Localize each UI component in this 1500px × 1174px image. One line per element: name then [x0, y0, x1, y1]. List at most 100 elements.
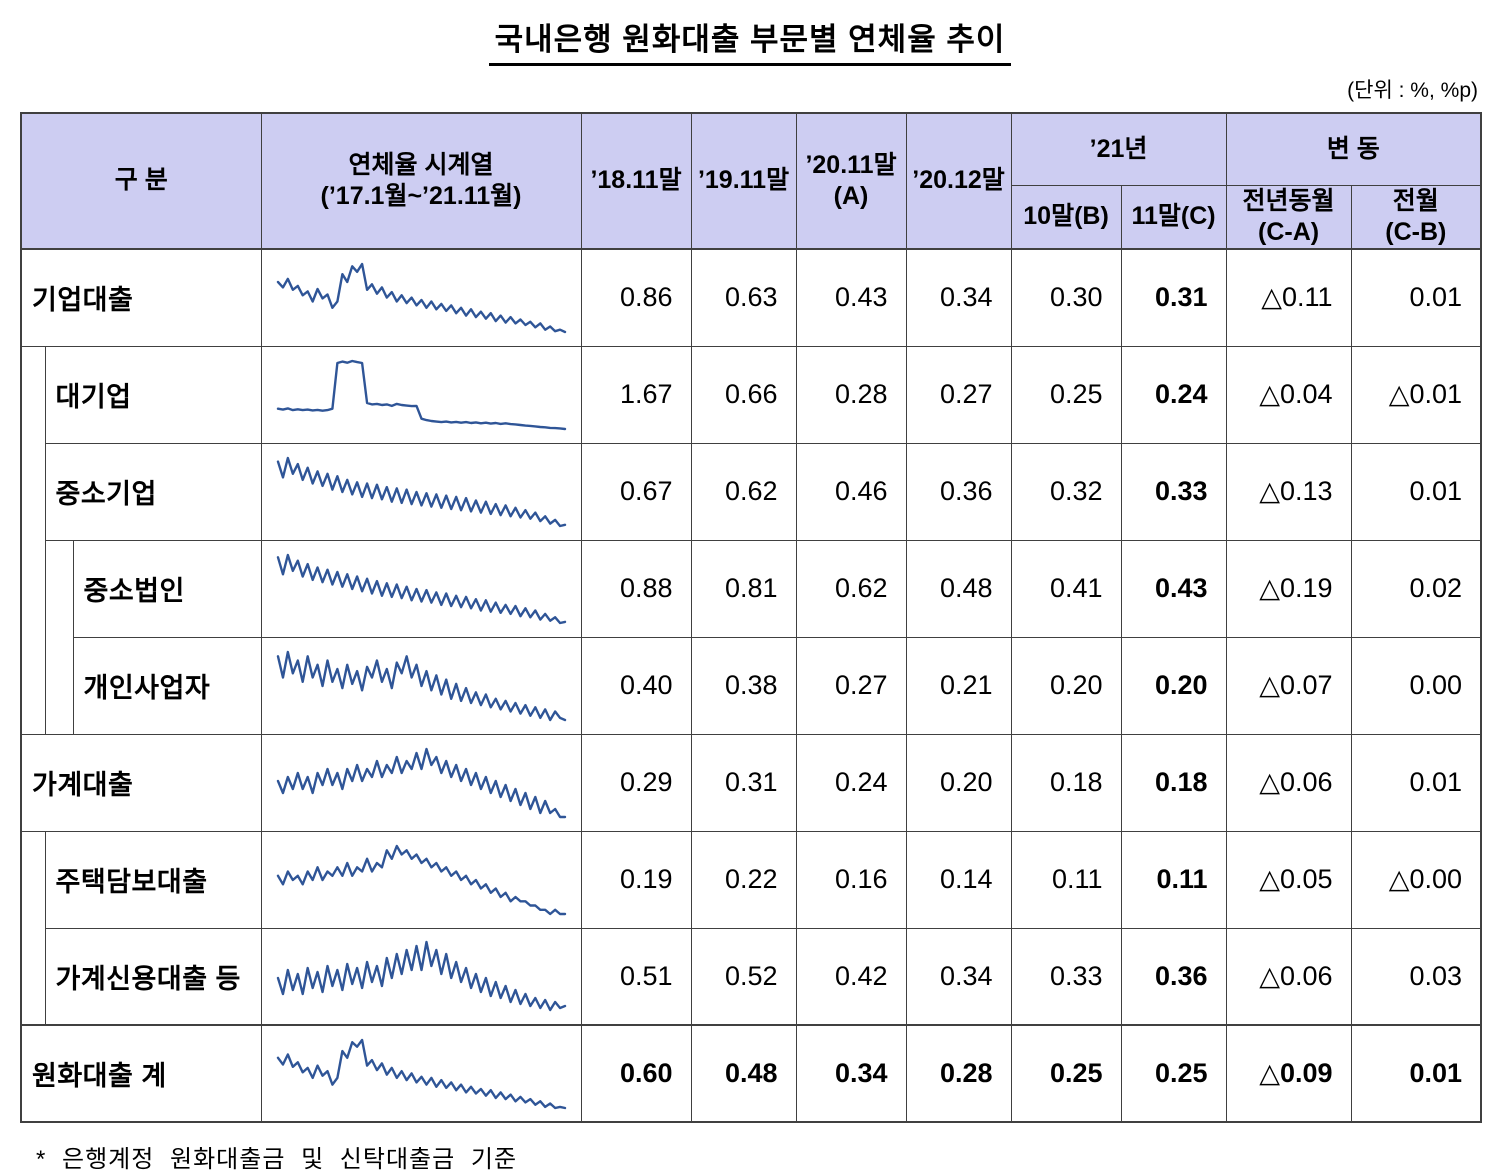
- header-col-change-yoy-sub: (C-A): [1258, 217, 1320, 246]
- header-col-1811: ’18.11말: [580, 112, 692, 250]
- table-row: 가계신용대출 등 0.51 0.52 0.42 0.34 0.33 0.36 △0.06 0.0…: [21, 927, 1482, 1026]
- value-cell: 0.01: [1350, 442, 1482, 541]
- value-cell: 0.43: [795, 248, 907, 347]
- value-cell: 0.31: [1120, 248, 1227, 347]
- header-col-2011-label: ’20.11말: [805, 150, 897, 179]
- value-cell: 0.63: [690, 248, 797, 347]
- indent-strip: [20, 345, 46, 735]
- value-cell: 0.18: [1120, 733, 1227, 832]
- row-label: 대기업: [44, 345, 262, 444]
- unit-note: (단위 : %, %p): [1347, 79, 1478, 102]
- sparkline-chart: [276, 456, 566, 527]
- row-label: 주택담보대출: [44, 830, 262, 929]
- value-cell: 0.43: [1120, 539, 1227, 638]
- value-cell: 0.11: [1120, 830, 1227, 929]
- value-cell: 0.30: [1010, 248, 1122, 347]
- value-cell: 0.46: [795, 442, 907, 541]
- value-cell: 0.01: [1350, 248, 1482, 347]
- table-row: 기업대출 0.86 0.63 0.43 0.34 0.30 0.31 △0.11 0.01: [20, 248, 1482, 347]
- table-body: 기업대출 0.86 0.63 0.43 0.34 0.30 0.31 △0.11 0.01 대기업…: [20, 248, 1482, 1123]
- value-cell: 0.88: [580, 539, 692, 638]
- header-col-change-yoy-label: 전년동월: [1242, 186, 1335, 215]
- value-cell: 0.38: [690, 636, 797, 735]
- value-cell: 0.14: [905, 830, 1012, 929]
- value-cell: 0.33: [1010, 927, 1122, 1026]
- sparkline-cell: [260, 733, 582, 832]
- value-cell: 0.29: [580, 733, 692, 832]
- value-cell: 0.25: [1010, 1024, 1122, 1123]
- table-row: 중소기업 0.67 0.62 0.46 0.36 0.32 0.33 △0.13 0.01: [21, 442, 1482, 541]
- sparkline-chart: [276, 1038, 566, 1109]
- header-timeseries: 연체율 시계열 (’17.1월~’21.11월): [260, 112, 582, 250]
- value-cell: △0.09: [1225, 1024, 1352, 1123]
- header-col-change-yoy: 전년동월 (C-A): [1225, 184, 1352, 250]
- sparkline-cell: [260, 345, 582, 444]
- sparkline-cell: [260, 1024, 582, 1123]
- header-col-2012: ’20.12말: [905, 112, 1012, 250]
- header-col-2011: ’20.11말 (A): [795, 112, 907, 250]
- value-cell: 0.52: [690, 927, 797, 1026]
- sparkline-cell: [260, 248, 582, 347]
- sparkline-chart: [276, 359, 566, 430]
- value-cell: △0.19: [1225, 539, 1352, 638]
- row-label: 원화대출 계: [20, 1024, 262, 1123]
- table-row: 가계대출 0.29 0.31 0.24 0.20 0.18 0.18 △0.06 0.01: [20, 733, 1482, 832]
- value-cell: 0.25: [1120, 1024, 1227, 1123]
- header-col-2110: 10말(B): [1010, 184, 1122, 250]
- value-cell: 0.28: [905, 1024, 1012, 1123]
- value-cell: 0.11: [1010, 830, 1122, 929]
- row-label: 기업대출: [20, 248, 262, 347]
- value-cell: 0.03: [1350, 927, 1482, 1026]
- sparkline-cell: [260, 830, 582, 929]
- value-cell: 0.00: [1350, 636, 1482, 735]
- value-cell: 0.19: [580, 830, 692, 929]
- header-col-change-mom-sub: (C-B): [1385, 217, 1447, 246]
- value-cell: 0.33: [1120, 442, 1227, 541]
- value-cell: 0.40: [580, 636, 692, 735]
- value-cell: 0.20: [905, 733, 1012, 832]
- value-cell: 0.16: [795, 830, 907, 929]
- value-cell: 0.62: [795, 539, 907, 638]
- value-cell: 0.34: [905, 248, 1012, 347]
- header-col-2011-sub: (A): [833, 182, 869, 210]
- delinquency-table: 구 분 연체율 시계열 (’17.1월~’21.11월) ’18.11말 ’19…: [20, 112, 1483, 1123]
- indent-strip: [44, 539, 74, 735]
- table-row: 주택담보대출 0.19 0.22 0.16 0.14 0.11 0.11 △0.05 △0.00: [20, 830, 1482, 1026]
- value-cell: 0.27: [795, 636, 907, 735]
- value-cell: 0.81: [690, 539, 797, 638]
- value-cell: 1.67: [580, 345, 692, 444]
- value-cell: 0.48: [905, 539, 1012, 638]
- value-cell: 0.24: [1120, 345, 1227, 444]
- row-label: 가계대출: [20, 733, 262, 832]
- value-cell: 0.18: [1010, 733, 1122, 832]
- value-cell: △0.13: [1225, 442, 1352, 541]
- value-cell: △0.01: [1350, 345, 1482, 444]
- sparkline-cell: [260, 442, 582, 541]
- sparkline-chart: [276, 941, 566, 1012]
- value-cell: 0.66: [690, 345, 797, 444]
- header-group-2021: ’21년: [1010, 112, 1227, 186]
- sparkline-chart: [276, 650, 566, 721]
- table-row: 중소법인 0.88 0.81 0.62 0.48 0.41 0.43 △0.19 0.02: [21, 539, 1482, 735]
- sparkline-chart: [276, 262, 566, 333]
- sparkline-cell: [260, 927, 582, 1026]
- value-cell: 0.21: [905, 636, 1012, 735]
- table-header: 구 분 연체율 시계열 (’17.1월~’21.11월) ’18.11말 ’19…: [20, 112, 1482, 250]
- value-cell: △0.00: [1350, 830, 1482, 929]
- value-cell: 0.24: [795, 733, 907, 832]
- value-cell: 0.86: [580, 248, 692, 347]
- row-label: 개인사업자: [72, 636, 262, 735]
- value-cell: 0.28: [795, 345, 907, 444]
- value-cell: 0.42: [795, 927, 907, 1026]
- header-col-change-mom: 전월 (C-B): [1350, 184, 1482, 250]
- value-cell: 0.34: [795, 1024, 907, 1123]
- value-cell: 0.34: [905, 927, 1012, 1026]
- sparkline-cell: [260, 539, 582, 638]
- title-wrap: 국내은행 원화대출 부문별 연체율 추이: [20, 14, 1480, 66]
- value-cell: 0.22: [690, 830, 797, 929]
- row-label: 중소법인: [72, 539, 262, 638]
- header-col-2111: 11말(C): [1120, 184, 1227, 250]
- value-cell: 0.36: [905, 442, 1012, 541]
- value-cell: 0.32: [1010, 442, 1122, 541]
